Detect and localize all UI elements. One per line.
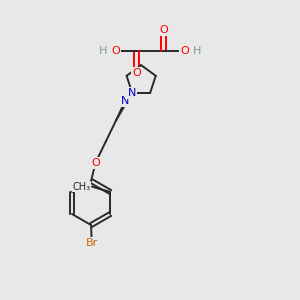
Text: CH₃: CH₃ — [72, 182, 91, 192]
Text: O: O — [91, 158, 100, 168]
Text: H: H — [99, 46, 107, 56]
Text: N: N — [121, 96, 129, 106]
Text: Br: Br — [85, 238, 98, 248]
Text: O: O — [111, 46, 120, 56]
Text: H: H — [193, 46, 201, 56]
Text: O: O — [132, 68, 141, 78]
Text: O: O — [159, 25, 168, 35]
Text: O: O — [180, 46, 189, 56]
Text: N: N — [128, 88, 136, 98]
